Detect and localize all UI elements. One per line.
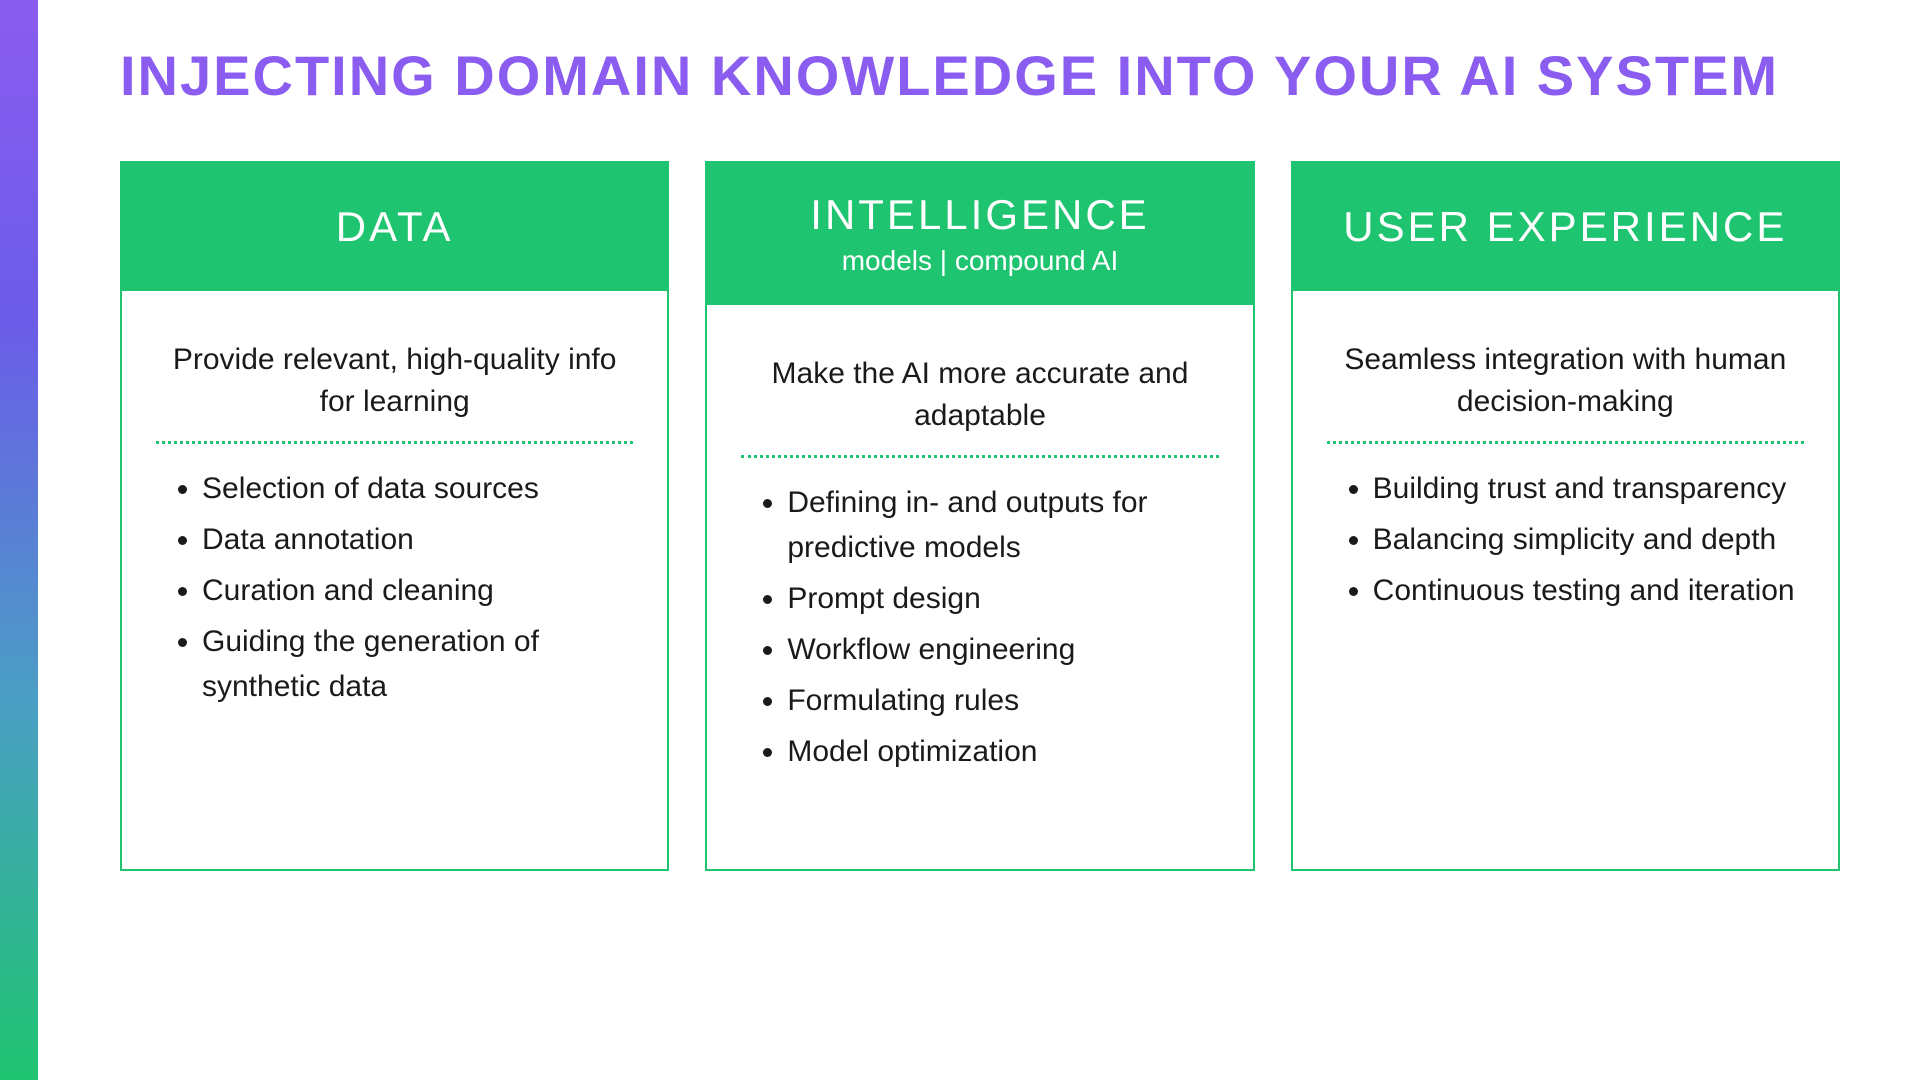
main-container: INJECTING DOMAIN KNOWLEDGE INTO YOUR AI …	[0, 0, 1920, 911]
list-item: Data annotation	[202, 517, 637, 562]
card-header-title: USER EXPERIENCE	[1313, 203, 1818, 251]
card-summary: Provide relevant, high-quality info for …	[152, 339, 637, 423]
card-ux: USER EXPERIENCE Seamless integration wit…	[1291, 161, 1840, 871]
list-item: Workflow engineering	[787, 627, 1222, 672]
list-item: Balancing simplicity and depth	[1373, 517, 1808, 562]
accent-bar	[0, 0, 38, 1080]
card-header: DATA	[122, 163, 667, 291]
divider	[1327, 441, 1804, 444]
card-summary: Make the AI more accurate and adaptable	[737, 353, 1222, 437]
list-item: Prompt design	[787, 576, 1222, 621]
card-body: Provide relevant, high-quality info for …	[122, 291, 667, 869]
list-item: Building trust and transparency	[1373, 466, 1808, 511]
card-intelligence: INTELLIGENCE models | compound AI Make t…	[705, 161, 1254, 871]
list-item: Continuous testing and iteration	[1373, 568, 1808, 613]
list-item: Model optimization	[787, 729, 1222, 774]
card-list: Selection of data sources Data annotatio…	[152, 466, 637, 709]
list-item: Selection of data sources	[202, 466, 637, 511]
cards-row: DATA Provide relevant, high-quality info…	[120, 161, 1840, 871]
card-header: INTELLIGENCE models | compound AI	[707, 163, 1252, 305]
card-header: USER EXPERIENCE	[1293, 163, 1838, 291]
list-item: Guiding the generation of synthetic data	[202, 619, 637, 709]
list-item: Curation and cleaning	[202, 568, 637, 613]
divider	[741, 455, 1218, 458]
card-header-subtitle: models | compound AI	[727, 245, 1232, 277]
card-header-title: INTELLIGENCE	[727, 191, 1232, 239]
card-body: Make the AI more accurate and adaptable …	[707, 305, 1252, 869]
card-data: DATA Provide relevant, high-quality info…	[120, 161, 669, 871]
card-list: Building trust and transparency Balancin…	[1323, 466, 1808, 613]
card-list: Defining in- and outputs for predictive …	[737, 480, 1222, 774]
list-item: Defining in- and outputs for predictive …	[787, 480, 1222, 570]
card-header-title: DATA	[142, 203, 647, 251]
card-summary: Seamless integration with human decision…	[1323, 339, 1808, 423]
divider	[156, 441, 633, 444]
card-body: Seamless integration with human decision…	[1293, 291, 1838, 869]
list-item: Formulating rules	[787, 678, 1222, 723]
page-title: INJECTING DOMAIN KNOWLEDGE INTO YOUR AI …	[120, 40, 1840, 113]
